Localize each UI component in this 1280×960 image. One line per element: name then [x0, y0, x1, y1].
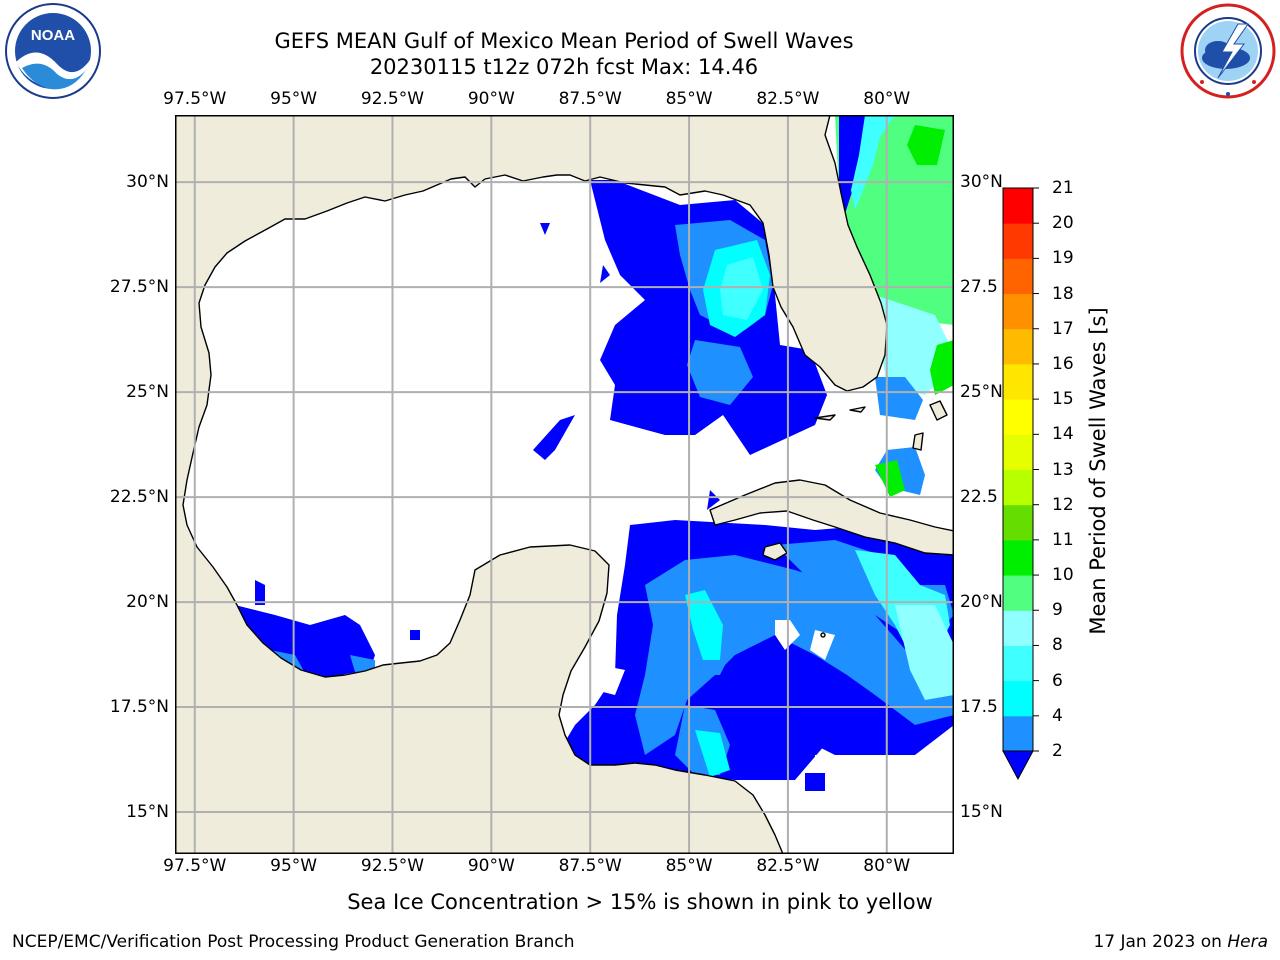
map-frame — [175, 115, 954, 854]
lat-tick-left: 27.5°N — [109, 277, 169, 298]
lat-tick-right: 27.5 — [960, 277, 998, 298]
colorbar-band — [1003, 680, 1033, 717]
footer-date-text: 17 Jan 2023 on — [1093, 932, 1228, 952]
colorbar-tick-label: 17 — [1052, 318, 1074, 339]
lon-tick-bottom: 82.5°W — [756, 856, 820, 876]
colorbar-tick-label: 2 — [1052, 741, 1063, 761]
lon-tick-top: 85°W — [665, 89, 713, 109]
footer-credit: NCEP/EMC/Verification Post Processing Pr… — [12, 932, 575, 952]
lon-tick-top: 80°W — [863, 89, 911, 109]
lat-tick-left: 20°N — [126, 592, 169, 613]
noaa-logo-icon: NOAA — [5, 3, 101, 99]
colorbar-band — [1003, 715, 1033, 752]
nws-logo-icon — [1180, 3, 1276, 99]
lon-tick-top: 82.5°W — [756, 89, 820, 109]
colorbar-extend-min — [1002, 750, 1034, 781]
colorbar-tick-label: 10 — [1052, 565, 1074, 586]
colorbar-band — [1003, 363, 1033, 400]
lat-tick-left: 17.5°N — [109, 697, 169, 718]
lat-tick-left: 22.5°N — [109, 487, 169, 508]
lat-tick-right: 25°N — [960, 382, 1003, 403]
colorbar-band — [1003, 258, 1033, 295]
lat-tick-left: 15°N — [126, 802, 169, 822]
lon-tick-top: 90°W — [467, 89, 515, 109]
colorbar-tick-label: 21 — [1052, 178, 1074, 198]
colorbar-band — [1003, 188, 1033, 224]
lat-tick-right: 20°N — [960, 592, 1003, 613]
lat-tick-right: 17.5 — [960, 697, 998, 718]
lon-tick-top: 97.5°W — [163, 89, 227, 109]
colorbar-band — [1003, 434, 1033, 470]
colorbar-band — [1003, 575, 1033, 611]
colorbar-band — [1003, 610, 1033, 646]
colorbar-band — [1003, 539, 1033, 576]
colorbar-label: Mean Period of Swell Waves [s] — [1086, 307, 1110, 635]
colorbar-tick-label: 20 — [1052, 213, 1074, 234]
colorbar-tick-label: 19 — [1052, 248, 1074, 269]
footer-host: Hera — [1227, 932, 1268, 952]
noaa-logo-text: NOAA — [31, 27, 75, 44]
lat-tick-right: 22.5 — [960, 487, 998, 508]
colorbar-tick-label: 4 — [1052, 705, 1063, 726]
lon-tick-bottom: 97.5°W — [163, 856, 227, 876]
lon-tick-bottom: 95°W — [270, 856, 318, 876]
colorbar-tick-label: 13 — [1052, 459, 1074, 480]
colorbar-band — [1003, 399, 1033, 435]
lon-tick-bottom: 85°W — [665, 856, 713, 876]
colorbar-band — [1003, 328, 1033, 365]
lon-tick-bottom: 80°W — [863, 856, 911, 876]
lat-tick-right: 15°N — [960, 802, 1003, 822]
colorbar-tick-label: 14 — [1052, 424, 1074, 445]
footer-date: 17 Jan 2023 on Hera — [1093, 932, 1268, 952]
chart-subtitle: 20230115 t12z 072h fcst Max: 14.46 — [369, 55, 759, 79]
colorbar-band — [1003, 504, 1033, 541]
colorbar-band — [1003, 469, 1033, 506]
lat-tick-left: 25°N — [126, 382, 169, 403]
lat-tick-left: 30°N — [126, 172, 169, 193]
sea-ice-note: Sea Ice Concentration > 15% is shown in … — [347, 890, 933, 914]
lon-tick-top: 95°W — [270, 89, 318, 109]
lon-tick-top: 87.5°W — [558, 89, 622, 109]
lon-tick-bottom: 87.5°W — [558, 856, 622, 876]
colorbar-band — [1003, 293, 1033, 330]
gridlines — [175, 115, 954, 854]
colorbar-tick-label: 18 — [1052, 283, 1074, 304]
colorbar-tick-label: 16 — [1052, 353, 1074, 374]
lon-tick-bottom: 92.5°W — [360, 856, 425, 876]
lat-tick-right: 30°N — [960, 172, 1003, 193]
chart-title: GEFS MEAN Gulf of Mexico Mean Period of … — [274, 29, 854, 53]
colorbar-tick-label: 15 — [1052, 389, 1074, 410]
lon-tick-top: 92.5°W — [360, 89, 425, 109]
colorbar-tick-label: 6 — [1052, 670, 1063, 691]
colorbar-band — [1003, 645, 1033, 682]
lon-tick-bottom: 90°W — [467, 856, 515, 876]
colorbar-tick-label: 11 — [1052, 529, 1074, 550]
colorbar-band — [1003, 223, 1033, 259]
colorbar-tick-label: 9 — [1052, 600, 1063, 621]
gulf-map — [175, 115, 954, 854]
colorbar — [1002, 187, 1039, 781]
colorbar-tick-label: 12 — [1052, 494, 1074, 515]
colorbar-tick-label: 8 — [1052, 635, 1063, 656]
